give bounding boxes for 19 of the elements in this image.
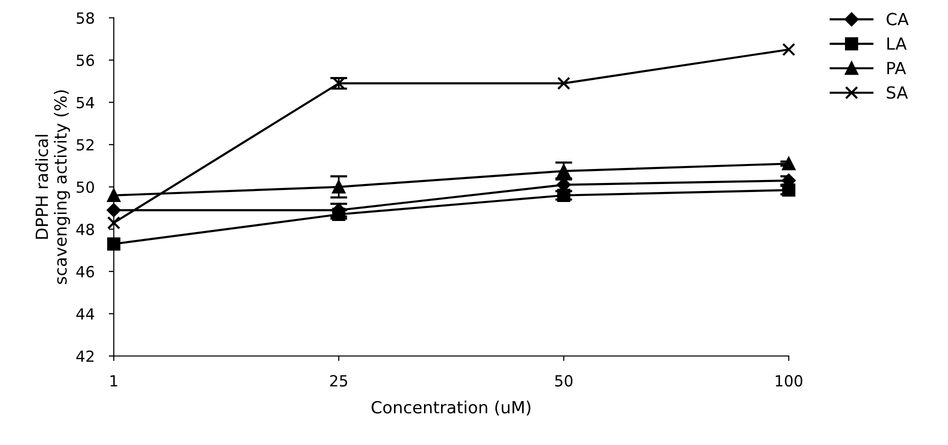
- legend-label: SA: [886, 86, 908, 99]
- y-tick-label: 44: [76, 308, 94, 320]
- y-tick-label: 48: [76, 224, 94, 236]
- y-tick-label: 56: [76, 54, 94, 66]
- y-tick-label: 42: [76, 350, 94, 362]
- y-tick-label: 52: [76, 139, 94, 151]
- y-tick-label: 54: [76, 97, 94, 108]
- y-axis-title: DPPH radical scavenging activity (%): [35, 90, 70, 284]
- legend-label: PA: [887, 62, 906, 74]
- x-tick-label: 1: [110, 375, 118, 386]
- x-tick-label: 25: [330, 375, 348, 387]
- y-tick-label: 58: [76, 12, 94, 24]
- x-axis-title: Concentration (uM): [372, 400, 530, 416]
- y-tick-label: 50: [76, 181, 94, 193]
- y-tick-label: 46: [76, 266, 94, 278]
- legend-label: CA: [886, 12, 909, 26]
- x-tick-label: 100: [776, 375, 802, 387]
- legend-label: LA: [887, 37, 907, 50]
- x-tick-label: 50: [555, 375, 572, 387]
